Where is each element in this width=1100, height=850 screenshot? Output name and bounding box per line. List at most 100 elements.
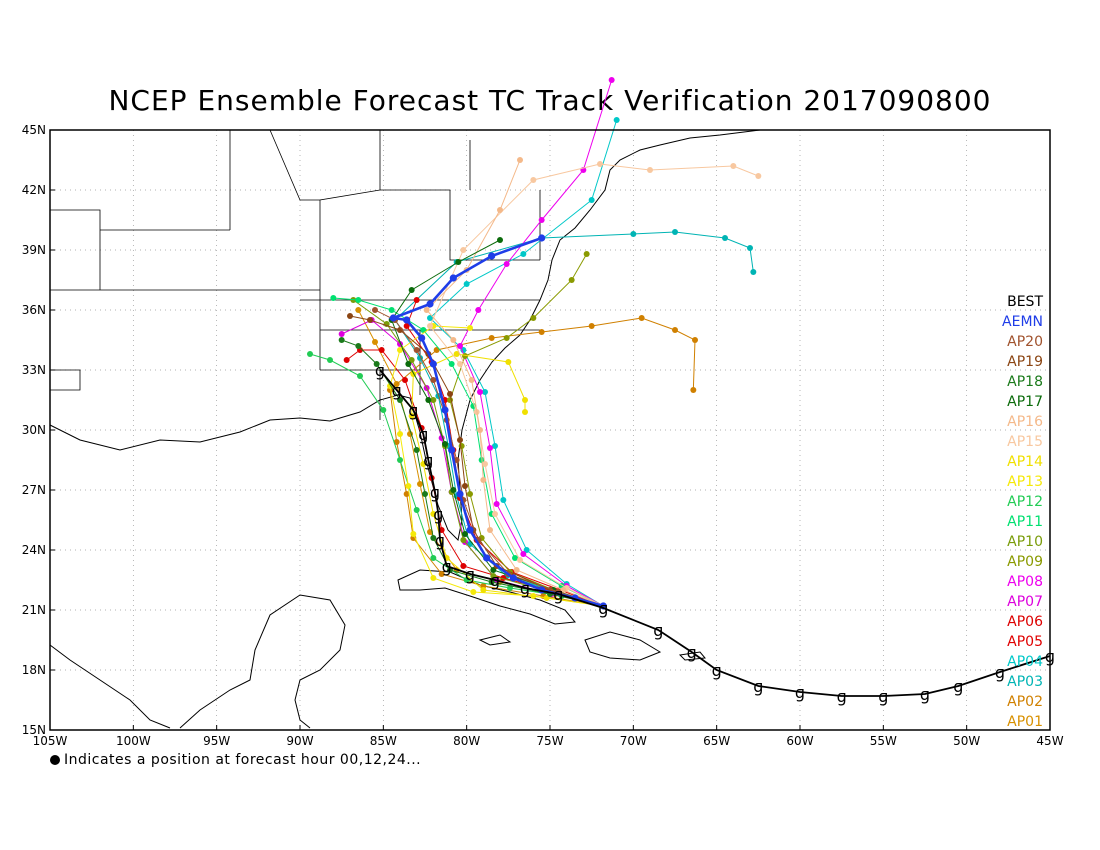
lon-label: 65W: [703, 734, 730, 748]
legend-item: AP15: [1007, 434, 1043, 450]
legend-item: AP06: [1007, 614, 1043, 630]
track-point: [467, 325, 473, 331]
track-ap10: [350, 297, 607, 609]
track-point: [482, 389, 488, 395]
track-point: [588, 197, 595, 203]
track-point: [448, 361, 455, 367]
track-point: [755, 173, 762, 179]
lon-label: 75W: [536, 734, 563, 748]
lat-label: 36N: [22, 303, 46, 317]
track-point: [503, 335, 510, 341]
track-point: [367, 317, 373, 323]
track-point: [413, 447, 420, 453]
hurricane-symbol-icon: ɡ: [712, 661, 722, 680]
track-point: [403, 323, 410, 329]
track-point: [505, 359, 512, 365]
lon-label: 55W: [870, 734, 897, 748]
track-point: [747, 245, 753, 251]
legend-item: AP13: [1007, 474, 1043, 490]
track-point: [372, 307, 378, 313]
track-point: [487, 445, 493, 451]
hurricane-symbol-icon: ɡ: [408, 401, 418, 420]
map-title: NCEP Ensemble Forecast TC Track Verifica…: [108, 84, 992, 117]
track-point: [405, 361, 412, 367]
lon-label: 100W: [116, 734, 151, 748]
legend-item: AP19: [1007, 354, 1043, 370]
track-point: [430, 535, 437, 541]
track-point: [357, 373, 363, 379]
track-point: [467, 491, 473, 497]
legend-item: AP01: [1007, 714, 1043, 730]
track-point: [462, 531, 468, 537]
track-point: [480, 587, 487, 593]
track-point: [430, 555, 437, 561]
footnote-text: Indicates a position at forecast hour 00…: [64, 752, 422, 768]
track-point: [530, 315, 537, 321]
lat-label: 15N: [22, 723, 46, 737]
track-point: [722, 235, 728, 241]
track-point: [466, 526, 474, 534]
lat-label: 24N: [22, 543, 46, 557]
track-point: [408, 413, 415, 419]
track-point: [455, 259, 462, 265]
track-point: [512, 555, 518, 561]
track-line: [429, 119, 618, 607]
track-point: [613, 117, 620, 123]
track-point: [418, 334, 426, 342]
legend-item: AP10: [1007, 534, 1043, 550]
hurricane-symbol-icon: ɡ: [920, 685, 930, 704]
track-point: [509, 574, 517, 582]
footnote: Indicates a position at forecast hour 00…: [50, 752, 421, 768]
track-point: [497, 207, 503, 213]
track-line: [388, 236, 604, 608]
track-point: [456, 490, 464, 498]
track-point: [460, 537, 467, 543]
hurricane-symbol-icon: ɡ: [435, 531, 445, 550]
hurricane-symbol-icon: ɡ: [418, 425, 428, 444]
track-point: [389, 314, 397, 322]
track-point: [470, 589, 477, 595]
legend-item: AP04: [1007, 654, 1043, 670]
track-point: [343, 357, 350, 363]
track-point: [430, 397, 437, 403]
track-point: [493, 501, 500, 507]
legend-item: AP05: [1007, 634, 1043, 650]
lon-label: 50W: [953, 734, 980, 748]
track-ap04: [427, 117, 620, 609]
track-point: [538, 234, 546, 242]
legend-item: BEST: [1007, 294, 1043, 310]
track-point: [730, 163, 737, 169]
hurricane-symbol-icon: ɡ: [598, 599, 608, 618]
track-point: [430, 575, 437, 581]
track-point: [480, 477, 487, 483]
track-ap05: [403, 297, 607, 609]
track-line: [349, 315, 604, 607]
track-point: [463, 577, 470, 583]
lon-label: 95W: [203, 734, 230, 748]
track-point: [397, 457, 403, 463]
track-point: [413, 347, 420, 353]
track-point: [307, 351, 313, 357]
track-ap17: [388, 237, 607, 609]
track-point: [413, 507, 420, 513]
hurricane-symbol-icon: ɡ: [687, 643, 697, 662]
track-point: [463, 281, 470, 287]
track-line: [379, 369, 1051, 697]
track-point: [522, 397, 528, 403]
track-point: [453, 351, 460, 357]
hurricane-symbol-icon: ɡ: [837, 687, 847, 706]
track-point: [426, 300, 434, 308]
legend-item: AP02: [1007, 694, 1043, 710]
lon-label: 85W: [370, 734, 397, 748]
track-point: [427, 315, 433, 321]
track-ap19: [347, 313, 607, 609]
track-point: [672, 327, 678, 333]
lat-label: 45N: [22, 123, 46, 137]
lat-label: 27N: [22, 483, 46, 497]
track-point: [503, 261, 510, 267]
track-point: [513, 567, 520, 573]
track-point: [403, 316, 411, 324]
track-point: [690, 387, 697, 393]
track-point: [397, 431, 403, 437]
